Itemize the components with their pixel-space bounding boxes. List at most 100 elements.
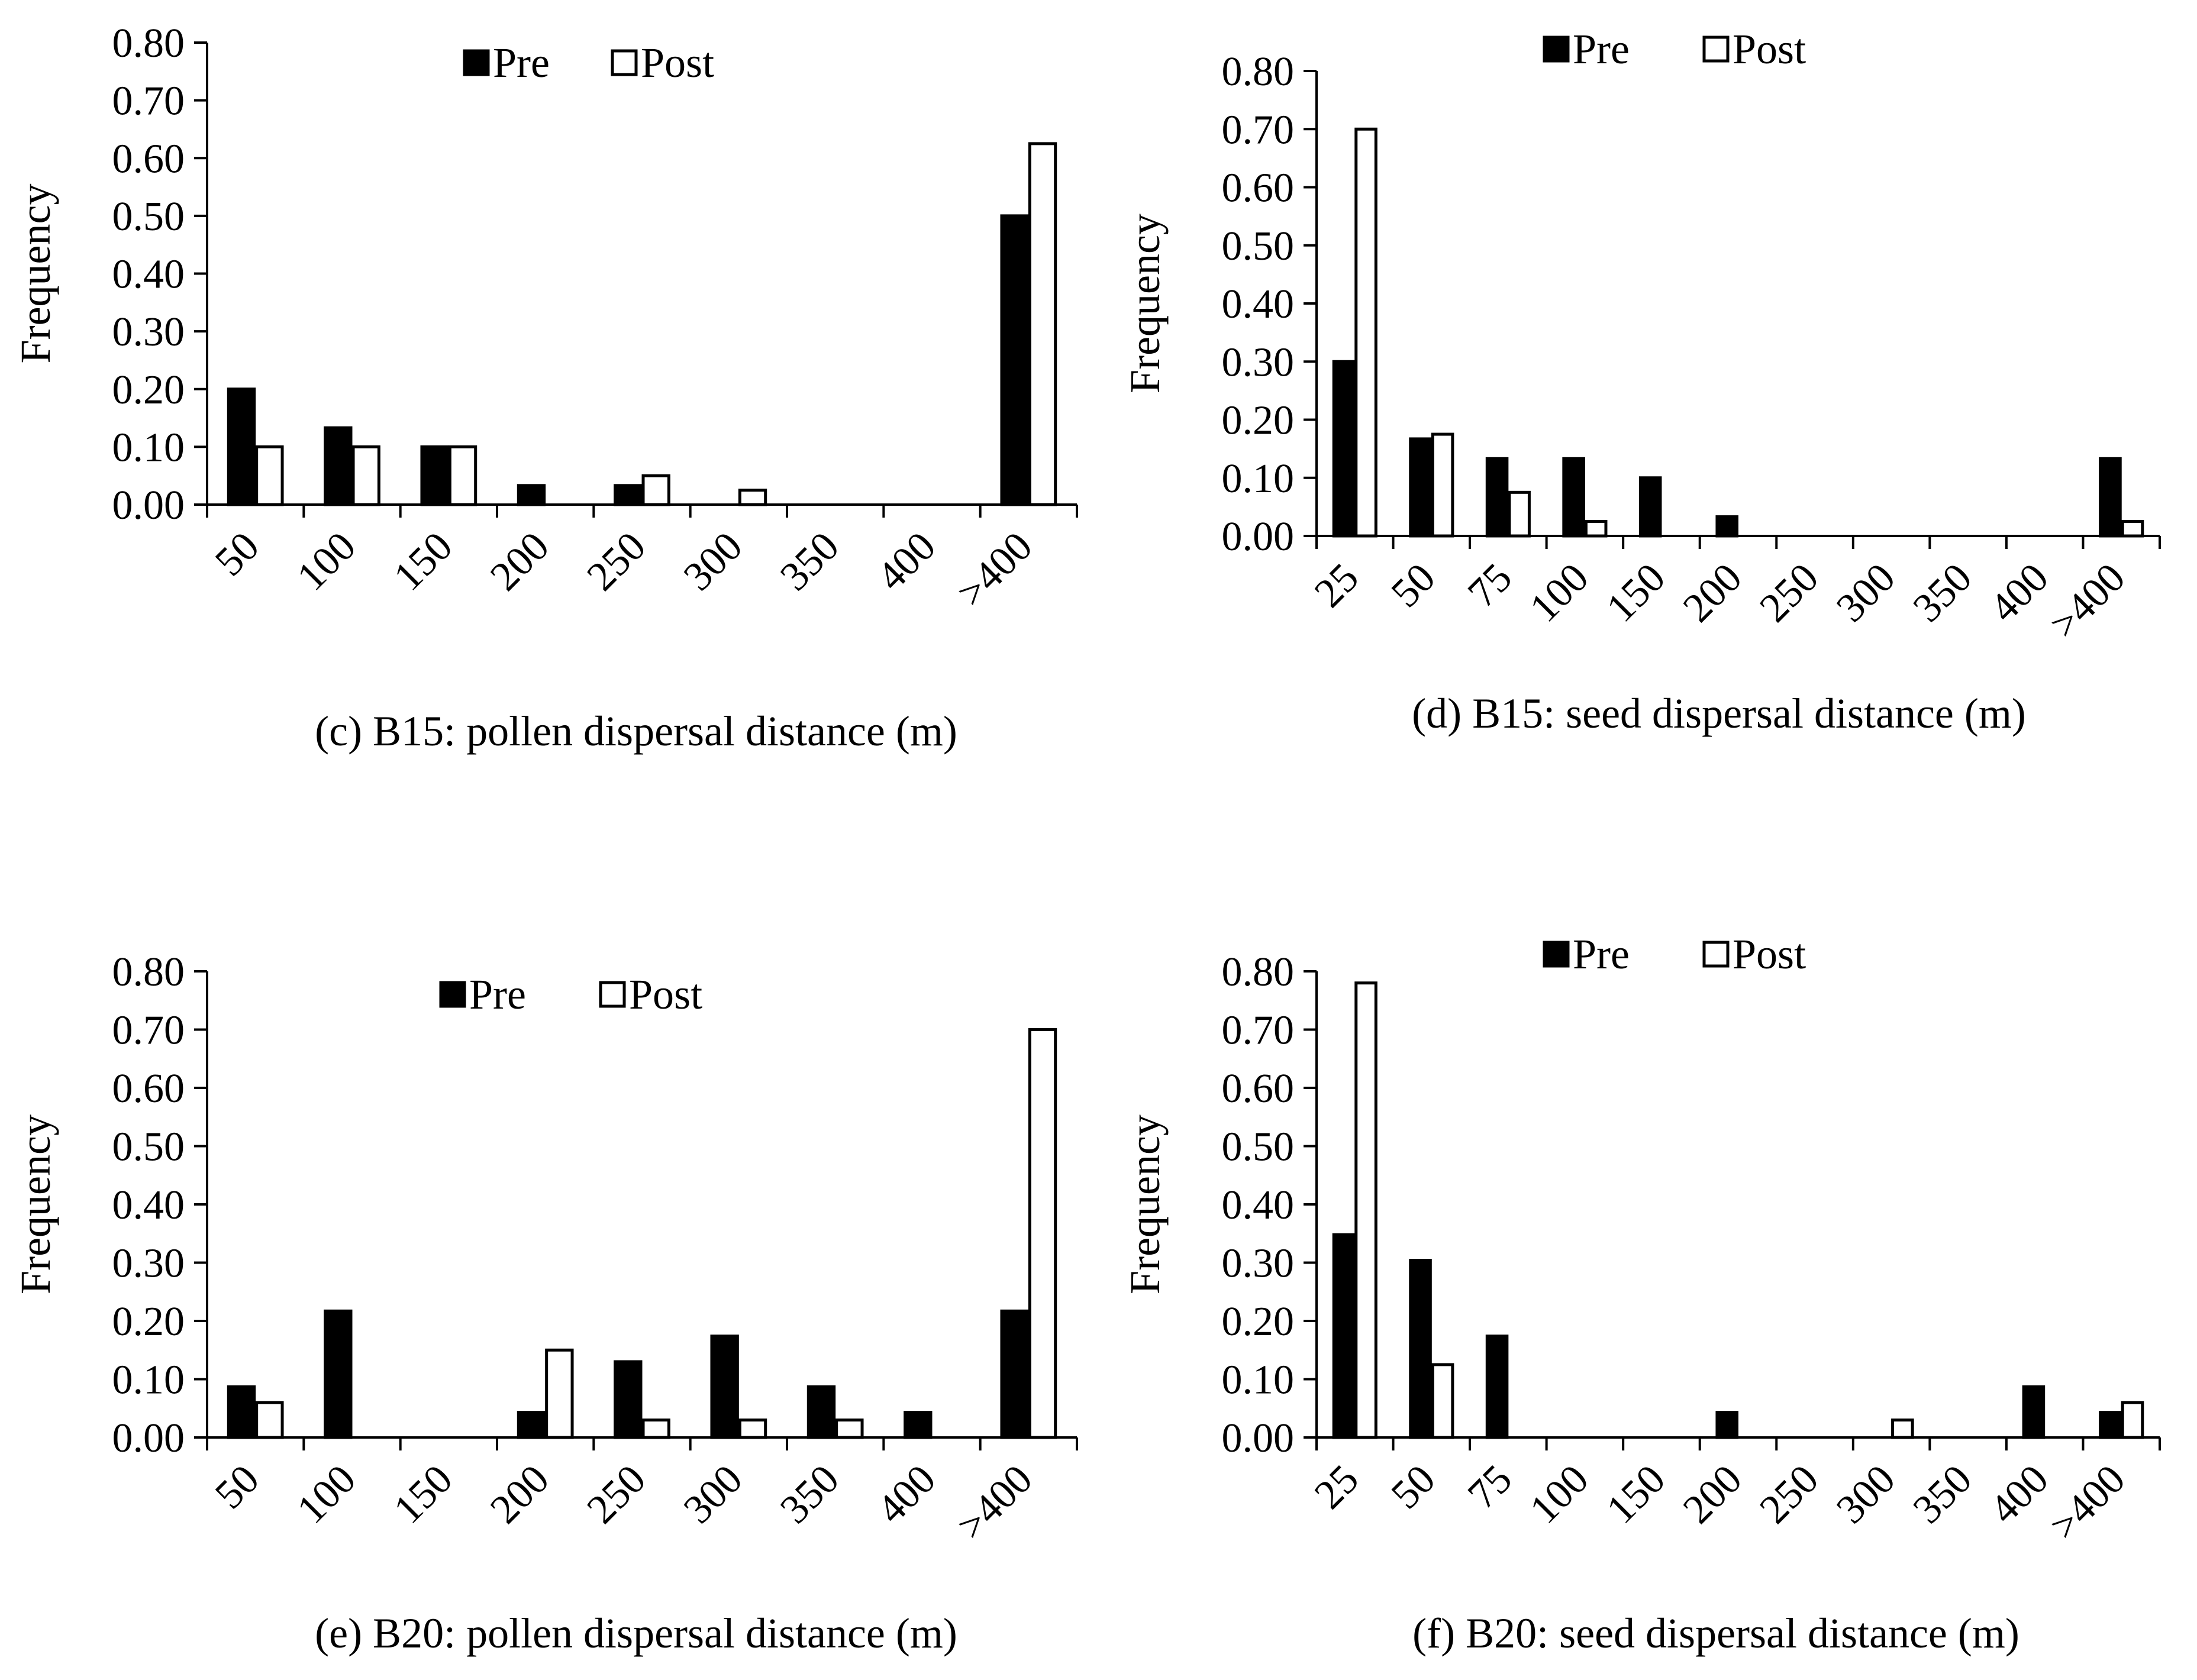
y-axis-title: Frequency bbox=[1121, 214, 1169, 393]
y-tick-label: 0.70 bbox=[112, 1008, 185, 1054]
bar-post-50 bbox=[1431, 1363, 1454, 1439]
y-tick-label: 0.80 bbox=[1222, 49, 1295, 95]
bar-post-75 bbox=[1508, 490, 1531, 538]
bar-post-gt400 bbox=[2121, 519, 2144, 538]
y-tick-label: 0.10 bbox=[112, 1358, 185, 1403]
y-tick-label: 0.60 bbox=[112, 1066, 185, 1112]
bar-post-50 bbox=[255, 445, 284, 506]
bar-pre-75 bbox=[1485, 1335, 1509, 1439]
legend-label-post: Post bbox=[641, 39, 714, 86]
y-tick-label: 0.40 bbox=[112, 1183, 185, 1228]
y-tick-label: 0.00 bbox=[1222, 514, 1295, 560]
y-tick-label: 0.30 bbox=[1222, 1241, 1295, 1287]
y-tick-label: 0.20 bbox=[1222, 398, 1295, 444]
bar-pre-gt400 bbox=[1000, 1309, 1029, 1439]
bar-pre-250 bbox=[614, 1360, 643, 1439]
bar-post-50 bbox=[255, 1401, 284, 1439]
bar-pre-gt400 bbox=[2099, 1411, 2122, 1439]
legend-swatch-post bbox=[1702, 35, 1730, 63]
bar-pre-50 bbox=[1409, 437, 1432, 538]
bar-pre-400 bbox=[904, 1411, 933, 1439]
bar-pre-25 bbox=[1332, 1233, 1356, 1439]
y-tick-label: 0.10 bbox=[1222, 1358, 1295, 1403]
bar-post-150 bbox=[448, 445, 478, 506]
chart-caption: (c) B15: pollen dispersal distance (m) bbox=[315, 707, 957, 755]
bar-post-25 bbox=[1354, 981, 1377, 1439]
bar-pre-100 bbox=[1562, 457, 1585, 538]
y-tick-label: 0.20 bbox=[112, 367, 185, 413]
y-tick-label: 0.80 bbox=[1222, 949, 1295, 995]
y-tick-label: 0.60 bbox=[1222, 1066, 1295, 1112]
bar-pre-250 bbox=[614, 484, 643, 506]
y-tick-label: 0.20 bbox=[112, 1299, 185, 1345]
bar-post-350 bbox=[835, 1418, 864, 1439]
legend-swatch-post bbox=[1702, 941, 1730, 968]
bar-pre-200 bbox=[1715, 515, 1739, 538]
y-axis-title: Frequency bbox=[12, 1114, 59, 1294]
legend-label-post: Post bbox=[1733, 931, 1806, 978]
y-tick-label: 0.30 bbox=[112, 1241, 185, 1287]
bar-pre-200 bbox=[517, 484, 546, 506]
bar-pre-75 bbox=[1485, 457, 1509, 538]
legend-swatch-post bbox=[599, 981, 626, 1008]
bar-post-gt400 bbox=[2121, 1401, 2144, 1439]
bar-pre-150 bbox=[420, 445, 449, 506]
y-tick-label: 0.80 bbox=[112, 949, 185, 995]
bar-pre-100 bbox=[324, 426, 353, 506]
legend-label-pre: Pre bbox=[493, 39, 550, 86]
bar-post-100 bbox=[1584, 519, 1608, 538]
y-tick-label: 0.40 bbox=[1222, 282, 1295, 327]
y-tick-label: 0.10 bbox=[112, 425, 185, 470]
y-tick-label: 0.70 bbox=[112, 79, 185, 124]
y-tick-label: 0.00 bbox=[112, 1416, 185, 1461]
bar-post-25 bbox=[1354, 127, 1377, 538]
chart-caption: (f) B20: seed dispersal distance (m) bbox=[1412, 1610, 2019, 1657]
y-tick-label: 0.50 bbox=[1222, 1125, 1295, 1170]
y-tick-label: 0.60 bbox=[112, 136, 185, 182]
bar-pre-50 bbox=[227, 387, 256, 506]
bar-pre-100 bbox=[324, 1309, 353, 1439]
y-tick-label: 0.20 bbox=[1222, 1299, 1295, 1345]
y-tick-label: 0.30 bbox=[1222, 340, 1295, 385]
y-tick-label: 0.40 bbox=[1222, 1183, 1295, 1228]
y-tick-label: 0.50 bbox=[112, 1125, 185, 1170]
chart-caption: (d) B15: seed dispersal distance (m) bbox=[1412, 690, 2026, 737]
bar-post-100 bbox=[351, 445, 380, 506]
bar-pre-25 bbox=[1332, 360, 1356, 538]
legend-swatch-pre bbox=[1543, 941, 1570, 968]
y-tick-label: 0.50 bbox=[112, 194, 185, 240]
y-tick-label: 0.70 bbox=[1222, 1008, 1295, 1054]
bar-post-200 bbox=[545, 1348, 574, 1439]
legend-label-pre: Pre bbox=[1573, 25, 1630, 73]
y-tick-label: 0.80 bbox=[112, 21, 185, 66]
bar-post-250 bbox=[641, 1418, 670, 1439]
y-axis-title: Frequency bbox=[1121, 1114, 1169, 1294]
bar-pre-gt400 bbox=[1000, 214, 1029, 506]
legend-swatch-post bbox=[611, 49, 638, 76]
bar-pre-50 bbox=[227, 1385, 256, 1439]
y-tick-label: 0.30 bbox=[112, 309, 185, 355]
y-tick-label: 0.10 bbox=[1222, 456, 1295, 502]
y-tick-label: 0.70 bbox=[1222, 107, 1295, 153]
legend-swatch-pre bbox=[1543, 35, 1570, 63]
bar-pre-200 bbox=[517, 1411, 546, 1439]
bar-pre-50 bbox=[1409, 1259, 1432, 1439]
bar-post-gt400 bbox=[1028, 142, 1057, 506]
bar-pre-200 bbox=[1715, 1411, 1739, 1439]
legend-label-pre: Pre bbox=[469, 971, 526, 1018]
bar-post-300 bbox=[738, 1418, 767, 1439]
bar-post-gt400 bbox=[1028, 1028, 1057, 1439]
y-tick-label: 0.00 bbox=[112, 483, 185, 528]
legend-label-pre: Pre bbox=[1573, 931, 1630, 978]
chart-caption: (e) B20: pollen dispersal distance (m) bbox=[315, 1610, 957, 1657]
y-tick-label: 0.00 bbox=[1222, 1416, 1295, 1461]
y-tick-label: 0.40 bbox=[112, 252, 185, 298]
legend-swatch-pre bbox=[463, 49, 490, 76]
bar-pre-400 bbox=[2022, 1385, 2046, 1439]
bar-post-50 bbox=[1431, 432, 1454, 538]
legend-label-post: Post bbox=[629, 971, 702, 1018]
bar-post-300 bbox=[1891, 1418, 1914, 1439]
